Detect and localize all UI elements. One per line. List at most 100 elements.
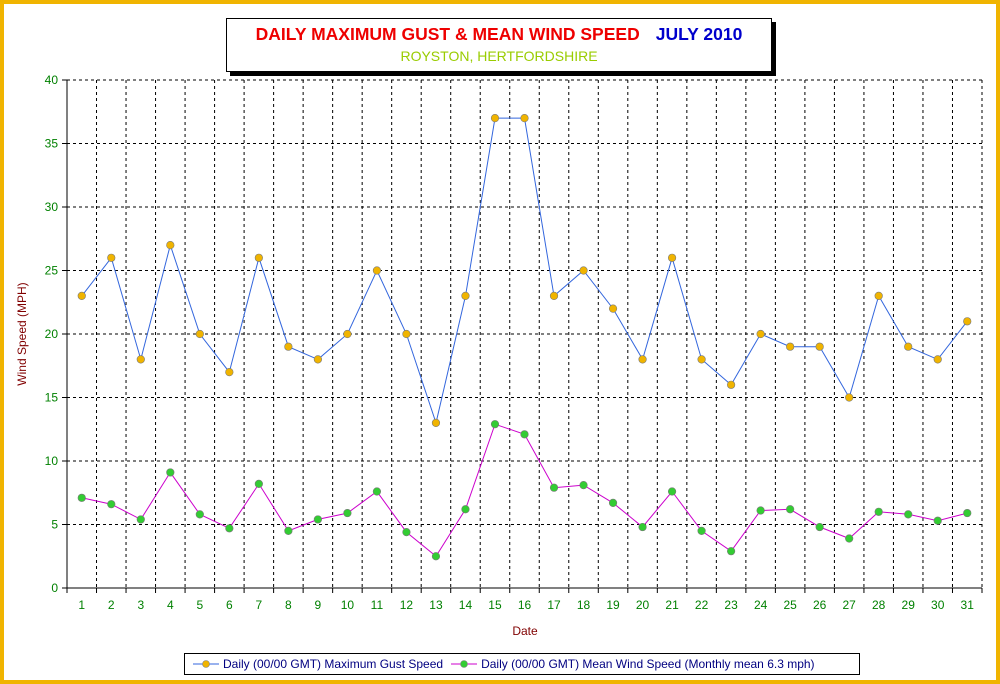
- x-tick-label: 20: [636, 598, 650, 612]
- data-point-mean-wind: [431, 552, 441, 561]
- data-point-mean-wind: [284, 526, 293, 535]
- data-point-mean-wind: [845, 534, 854, 543]
- x-tick-label: 5: [196, 598, 203, 612]
- data-point-mean-wind: [490, 420, 500, 429]
- legend-item-gust: Daily (00/00 GMT) Maximum Gust Speed: [193, 657, 443, 671]
- x-tick-label: 18: [577, 598, 591, 612]
- data-point-mean-wind: [815, 522, 824, 532]
- x-tick-label: 4: [167, 598, 174, 612]
- data-point-max-gust: [608, 304, 618, 313]
- x-tick-label: 1: [78, 598, 85, 612]
- x-tick-label: 19: [606, 598, 620, 612]
- y-tick-label: 30: [45, 200, 59, 214]
- y-tick-label: 10: [45, 454, 59, 468]
- x-tick-label: 26: [813, 598, 827, 612]
- x-tick-label: 16: [518, 598, 532, 612]
- data-point-max-gust: [166, 241, 175, 250]
- data-point-max-gust: [579, 266, 588, 275]
- data-point-mean-wind: [166, 468, 175, 477]
- data-point-max-gust: [284, 342, 293, 351]
- data-point-max-gust: [697, 355, 706, 364]
- data-point-max-gust: [136, 355, 145, 364]
- data-point-mean-wind: [874, 507, 883, 516]
- data-point-max-gust: [549, 291, 559, 301]
- data-point-max-gust: [107, 253, 116, 262]
- legend-swatch-mean: [451, 660, 478, 668]
- data-point-mean-wind: [372, 487, 382, 496]
- x-tick-label: 27: [842, 598, 856, 612]
- x-tick-label: 3: [137, 598, 144, 612]
- data-point-max-gust: [77, 291, 86, 301]
- data-point-mean-wind: [638, 522, 647, 532]
- y-tick-label: 40: [45, 73, 59, 87]
- x-tick-label: 31: [961, 598, 975, 612]
- x-tick-label: 7: [256, 598, 263, 612]
- data-point-mean-wind: [549, 483, 559, 492]
- data-point-mean-wind: [195, 510, 204, 519]
- data-point-mean-wind: [904, 510, 913, 519]
- data-point-mean-wind: [786, 505, 795, 514]
- chart-title-line: DAILY MAXIMUM GUST & MEAN WIND SPEED JULY…: [227, 24, 771, 45]
- data-point-mean-wind: [225, 524, 234, 533]
- data-point-mean-wind: [402, 528, 411, 537]
- grid-layer: [67, 79, 983, 588]
- x-tick-label: 11: [371, 598, 384, 612]
- data-point-mean-wind: [697, 526, 706, 535]
- legend-label-gust: Daily (00/00 GMT) Maximum Gust Speed: [223, 657, 444, 671]
- data-point-mean-wind: [727, 547, 736, 556]
- data-point-max-gust: [963, 317, 972, 326]
- series-layer: [77, 113, 972, 561]
- x-tick-label: 14: [459, 598, 473, 612]
- data-point-max-gust: [254, 253, 263, 262]
- data-point-max-gust: [225, 368, 234, 377]
- data-point-max-gust: [431, 418, 441, 428]
- x-tick-label: 10: [341, 598, 355, 612]
- y-tick-label: 25: [45, 264, 59, 278]
- data-point-max-gust: [402, 329, 411, 339]
- y-axis-label: Wind Speed (MPH): [15, 282, 29, 385]
- legend-item-mean: Daily (00/00 GMT) Mean Wind Speed (Month…: [451, 657, 815, 671]
- chart-title-date: JULY 2010: [655, 24, 743, 44]
- data-point-mean-wind: [520, 430, 529, 439]
- data-point-mean-wind: [933, 516, 942, 525]
- data-point-max-gust: [845, 393, 854, 402]
- x-tick-label: 29: [902, 598, 916, 612]
- x-tick-label: 6: [226, 598, 233, 612]
- data-point-mean-wind: [77, 493, 86, 502]
- chart-subtitle: ROYSTON, HERTFORDSHIRE: [400, 48, 598, 64]
- y-tick-label: 5: [51, 518, 58, 532]
- data-point-mean-wind: [107, 500, 116, 509]
- y-tick-label: 0: [51, 581, 58, 595]
- x-tick-label: 2: [108, 598, 115, 612]
- x-tick-label: 12: [400, 598, 414, 612]
- data-point-max-gust: [195, 329, 204, 339]
- data-point-max-gust: [933, 355, 942, 364]
- data-point-max-gust: [520, 113, 529, 123]
- data-point-mean-wind: [756, 506, 765, 515]
- data-point-max-gust: [313, 355, 322, 364]
- data-point-max-gust: [815, 342, 824, 351]
- x-tick-label: 21: [665, 598, 679, 612]
- y-tick-label: 35: [45, 137, 59, 151]
- x-tick-label: 22: [695, 598, 709, 612]
- x-tick-label: 13: [429, 598, 443, 612]
- data-point-mean-wind: [579, 481, 588, 490]
- x-tick-label: 23: [724, 598, 738, 612]
- chart-title-box: DAILY MAXIMUM GUST & MEAN WIND SPEED JULY…: [226, 18, 772, 72]
- data-point-mean-wind: [608, 498, 618, 508]
- y-tick-label: 20: [45, 327, 59, 341]
- data-point-max-gust: [490, 113, 500, 123]
- y-tick-label: 15: [45, 391, 59, 405]
- data-point-max-gust: [372, 266, 382, 275]
- data-point-mean-wind: [136, 515, 145, 524]
- data-point-max-gust: [667, 253, 677, 262]
- chart-title: DAILY MAXIMUM GUST & MEAN WIND SPEED: [255, 24, 640, 44]
- data-point-mean-wind: [667, 487, 677, 496]
- legend-label-mean: Daily (00/00 GMT) Mean Wind Speed (Month…: [481, 657, 815, 671]
- data-point-max-gust: [786, 342, 795, 351]
- x-tick-label: 30: [931, 598, 945, 612]
- x-tick-label: 17: [547, 598, 561, 612]
- x-tick-label: 15: [488, 598, 502, 612]
